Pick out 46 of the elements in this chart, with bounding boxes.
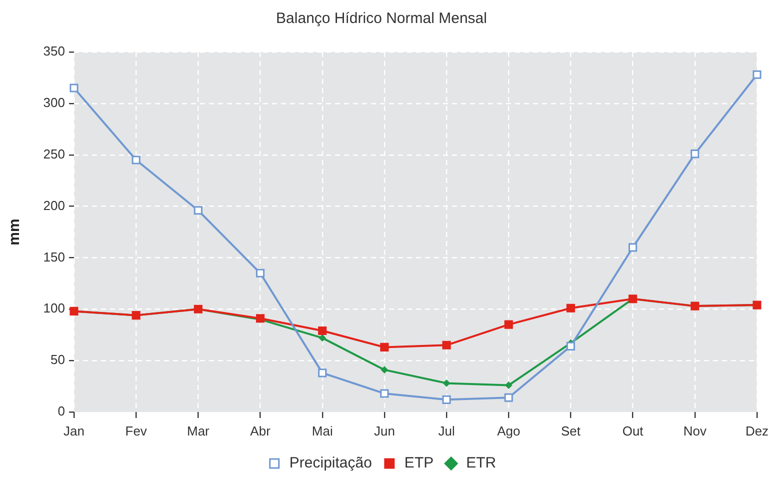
chart-title: Balanço Hídrico Normal Mensal [276, 10, 487, 28]
y-tick-label: 50 [50, 352, 65, 368]
point [628, 243, 638, 252]
x-tick-label: Abr [250, 423, 272, 438]
legend-label: ETP [404, 454, 434, 472]
legend-label: Precipitação [289, 454, 372, 472]
x-tick-label: Mar [186, 423, 210, 438]
y-tick-label: 200 [43, 198, 65, 213]
point [566, 342, 576, 350]
point [504, 320, 513, 329]
point [70, 84, 78, 92]
point [752, 70, 762, 79]
y-tick-label: 0 [58, 404, 65, 419]
point [318, 334, 326, 342]
x-tick-label: Jul [438, 423, 455, 438]
y-tick-label: 100 [43, 300, 65, 316]
x-tick-label: Fev [125, 423, 148, 438]
x-tick-label: Dez [745, 423, 769, 438]
point [504, 393, 513, 402]
y-tick-label: 300 [43, 95, 65, 110]
y-axis-title: mm [6, 218, 24, 246]
point [318, 326, 327, 336]
x-tick-label: Set [560, 423, 581, 438]
x-tick-label: Nov [683, 423, 707, 438]
point [318, 368, 327, 378]
point [442, 395, 451, 404]
x-tick-label: Jan [64, 423, 84, 438]
x-tick-label: Mai [312, 423, 333, 438]
point [380, 366, 388, 374]
point [566, 304, 576, 312]
x-tick-label: Out [622, 423, 644, 438]
point [256, 268, 265, 278]
point [443, 380, 450, 387]
point [442, 340, 451, 350]
legend-label: ETR [466, 454, 496, 472]
point [380, 342, 389, 352]
point [132, 156, 140, 164]
x-tick-label: Jun [374, 423, 395, 438]
point [194, 206, 202, 215]
y-tick-label: 250 [43, 146, 65, 162]
y-tick-label: 350 [43, 44, 65, 59]
point [505, 382, 512, 389]
y-tick-label: 150 [43, 249, 65, 264]
x-tick-label: Ago [497, 423, 520, 438]
point [690, 150, 700, 158]
point [380, 389, 389, 398]
